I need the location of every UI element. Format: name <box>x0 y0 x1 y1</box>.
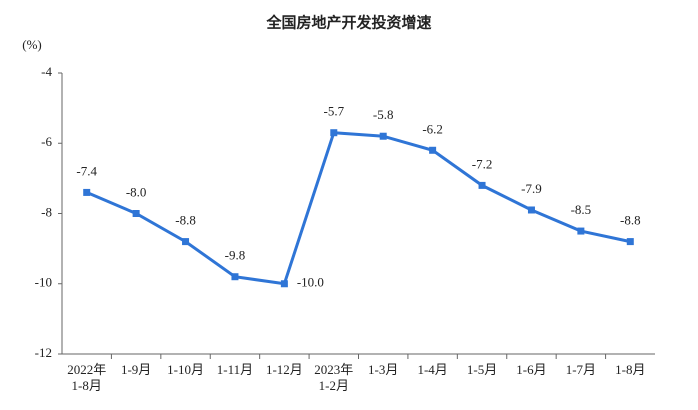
data-label: -7.2 <box>472 156 493 171</box>
marker <box>577 227 585 235</box>
data-label: -5.7 <box>323 104 344 119</box>
y-tick-label: -4 <box>41 64 52 79</box>
y-unit: (%) <box>22 37 42 52</box>
marker <box>231 273 239 281</box>
marker <box>379 132 387 140</box>
x-tick-label: 2023年 1-2月 <box>314 362 353 393</box>
data-label: -9.8 <box>225 248 246 263</box>
data-label: -7.4 <box>76 163 97 178</box>
chart-title: 全国房地产开发投资增速 <box>265 14 431 32</box>
marker <box>478 181 486 189</box>
data-label: -8.0 <box>126 184 147 199</box>
data-label: -5.8 <box>373 107 394 122</box>
x-tick-label: 1-7月 <box>566 362 596 377</box>
marker <box>330 129 338 137</box>
marker <box>83 188 91 196</box>
marker <box>132 210 140 217</box>
y-tick-label: -6 <box>41 134 52 149</box>
marker <box>280 280 288 288</box>
data-label: -10.0 <box>297 275 324 290</box>
x-tick-label: 1-4月 <box>417 362 447 377</box>
data-label: -8.8 <box>175 213 196 228</box>
x-tick-label: 1-6月 <box>516 362 546 377</box>
data-label: -6.2 <box>422 121 443 136</box>
data-label: -8.8 <box>620 213 641 228</box>
x-tick-label: 1-8月 <box>615 362 645 377</box>
x-tick-label: 2022年 1-8月 <box>67 362 106 393</box>
y-tick-label: -8 <box>41 204 52 219</box>
marker <box>182 238 190 246</box>
data-label: -7.9 <box>521 181 542 196</box>
line <box>86 131 631 286</box>
y-tick-label: -12 <box>35 345 52 360</box>
marker <box>626 238 634 246</box>
marker <box>527 206 535 214</box>
x-tick-label: 1-9月 <box>121 362 151 377</box>
x-tick-label: 1-12月 <box>266 362 303 377</box>
x-tick-label: 1-3月 <box>368 362 398 377</box>
x-tick-label: 1-11月 <box>217 362 253 377</box>
data-label: -8.5 <box>571 202 592 217</box>
x-tick-label: 1-10月 <box>167 362 204 377</box>
y-tick-label: -10 <box>35 275 52 290</box>
x-tick-label: 1-5月 <box>467 362 497 377</box>
marker <box>429 146 437 154</box>
